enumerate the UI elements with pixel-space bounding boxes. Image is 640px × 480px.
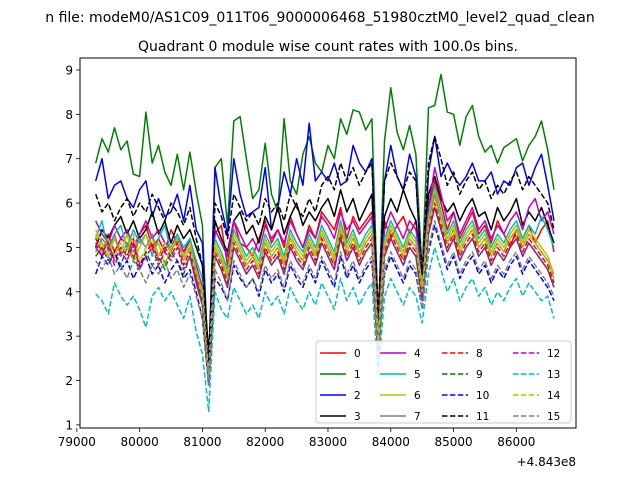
y-tick-label: 5 [65, 241, 73, 255]
x-tick-label: 82000 [246, 435, 284, 449]
y-tick-label: 6 [65, 197, 73, 211]
legend-label-4: 4 [414, 348, 421, 360]
x-tick-label: 86000 [497, 435, 535, 449]
legend-label-3: 3 [354, 411, 361, 423]
series-line-12 [95, 206, 555, 382]
legend-label-0: 0 [354, 348, 361, 360]
x-tick-label: 81000 [183, 435, 221, 449]
series-line-10 [94, 224, 555, 386]
chart-title: Quadrant 0 module wise count rates with … [138, 39, 518, 55]
y-tick-label: 8 [65, 108, 73, 122]
legend-label-8: 8 [476, 348, 483, 360]
series-line-3 [94, 175, 555, 355]
y-tick-label: 2 [65, 374, 73, 388]
legend-label-2: 2 [354, 390, 361, 402]
y-tick-label: 3 [65, 330, 73, 344]
legend-label-10: 10 [476, 390, 489, 402]
x-tick-label: 84000 [372, 435, 410, 449]
legend-label-5: 5 [414, 369, 421, 381]
x-tick-label: 83000 [309, 435, 347, 449]
x-offset-label: +4.843e8 [517, 455, 576, 469]
series-line-15 [95, 220, 555, 386]
y-axis: 1 2 3 4 5 6 7 8 9 [65, 63, 80, 432]
y-tick-label: 9 [65, 63, 73, 77]
legend-label-9: 9 [476, 369, 483, 381]
chart-suptitle: n file: modeM0/AS1C09_011T06_9000006468_… [45, 10, 594, 26]
x-tick-label: 85000 [434, 435, 472, 449]
series-line-11 [94, 135, 555, 368]
y-tick-label: 1 [65, 418, 73, 432]
legend-label-1: 1 [354, 369, 361, 381]
legend-label-11: 11 [476, 411, 489, 423]
y-tick-label: 4 [65, 285, 73, 299]
series-line-6 [95, 189, 555, 377]
series-line-0 [95, 180, 555, 368]
x-tick-label: 79000 [58, 435, 96, 449]
legend-label-6: 6 [414, 390, 421, 402]
series-layer [94, 73, 555, 413]
legend-label-15: 15 [547, 411, 560, 423]
legend-label-7: 7 [414, 411, 421, 423]
x-axis: 79000 80000 81000 82000 83000 84000 85000 86000 [58, 428, 535, 449]
series-line-2 [94, 122, 555, 368]
legend-label-13: 13 [547, 369, 560, 381]
series-line-14 [95, 197, 555, 377]
series-line-8 [95, 202, 555, 382]
series-line-1 [94, 73, 555, 377]
x-tick-label: 80000 [121, 435, 159, 449]
legend-frame [315, 340, 572, 424]
legend-label-12: 12 [547, 348, 560, 360]
y-tick-label: 7 [65, 152, 73, 166]
legend-label-14: 14 [547, 390, 561, 402]
